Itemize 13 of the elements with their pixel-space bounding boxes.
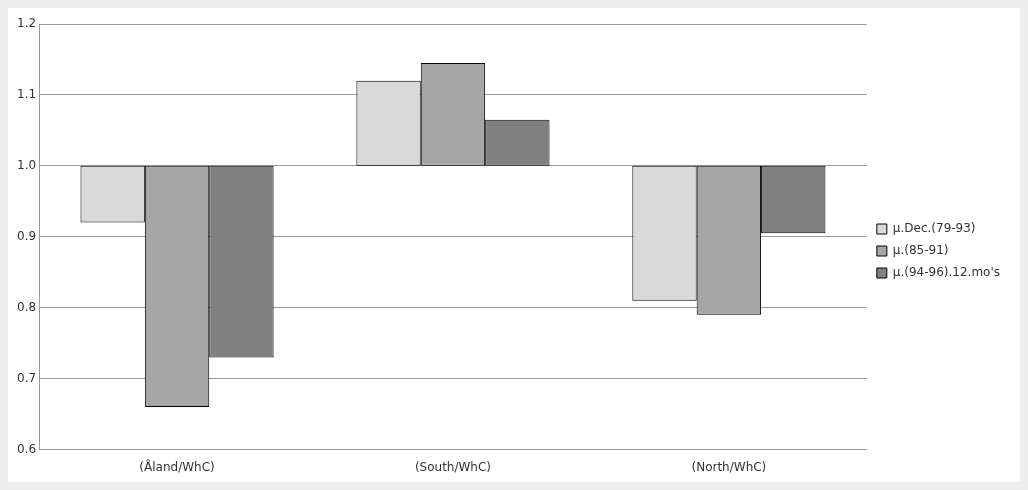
y-tick-label: 1.1 (16, 87, 37, 102)
x-tick-label: (North/WhC) (691, 459, 767, 474)
y-tick-label: 0.8 (16, 299, 37, 314)
legend-label: μ.Dec.(79-93) (892, 221, 976, 236)
y-tick-label: 0.9 (16, 228, 37, 243)
legend-label: μ.(94-96).12.mo's (892, 265, 1001, 280)
y-tick-label: 0.6 (16, 441, 37, 456)
y-tick-label: 0.7 (16, 370, 37, 385)
y-tick-label: 1.2 (16, 16, 37, 31)
x-tick-label: (Åland/WhC) (139, 458, 215, 474)
y-tick-label: 1.0 (16, 157, 37, 172)
legend-label: μ.(85-91) (892, 243, 949, 258)
x-tick-label: (South/WhC) (414, 459, 492, 474)
